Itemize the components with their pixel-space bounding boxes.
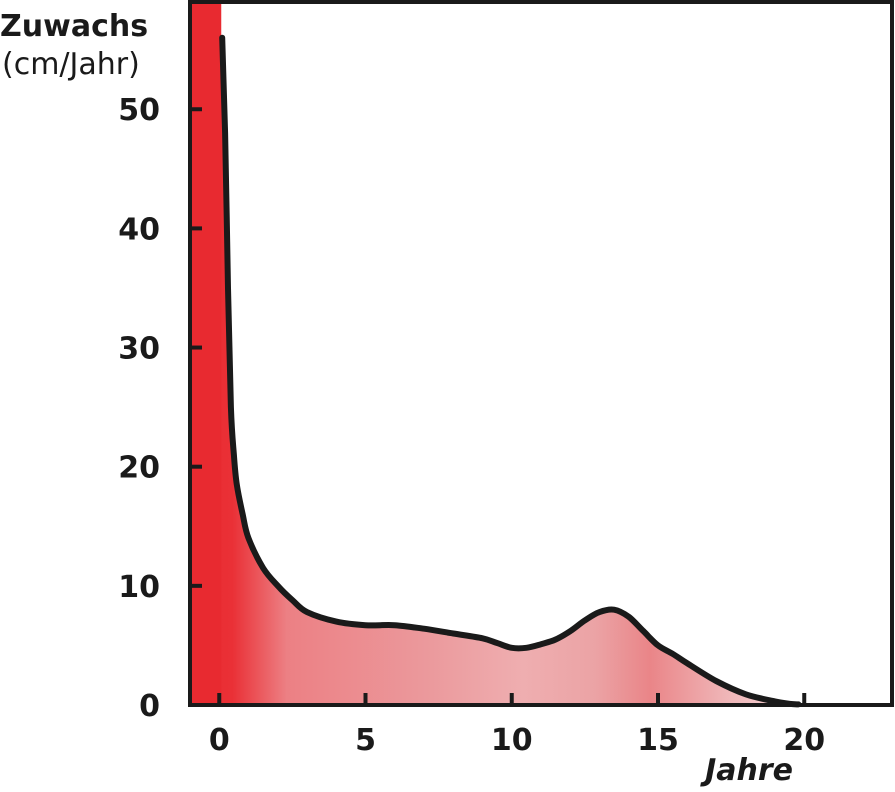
- y-axis-unit: (cm/Jahr): [2, 47, 140, 82]
- area-layer: [190, 2, 799, 705]
- y-ticks: 0 10 20 30 40 50: [118, 93, 202, 724]
- y-tick-label: 0: [139, 689, 160, 724]
- x-axis-title: Jahre: [700, 753, 793, 788]
- x-ticks: 0 5 10 15 20: [209, 693, 825, 758]
- x-tick-label: 10: [491, 723, 533, 758]
- growth-area: [190, 37, 799, 705]
- y-tick-label: 50: [118, 93, 160, 128]
- y-tick-label: 20: [118, 451, 160, 486]
- y-tick-label: 30: [118, 332, 160, 367]
- x-tick-label: 5: [355, 723, 376, 758]
- y-tick-label: 40: [118, 212, 160, 247]
- plot-frame: [188, 0, 894, 707]
- x-tick-label: 0: [209, 723, 230, 758]
- x-tick-label: 20: [783, 723, 825, 758]
- y-axis-title: Zuwachs: [0, 9, 148, 44]
- line-layer: [219, 34, 802, 708]
- y-tick-label: 10: [118, 570, 160, 605]
- growth-curve: [219, 34, 802, 708]
- x-tick-label: 15: [637, 723, 679, 758]
